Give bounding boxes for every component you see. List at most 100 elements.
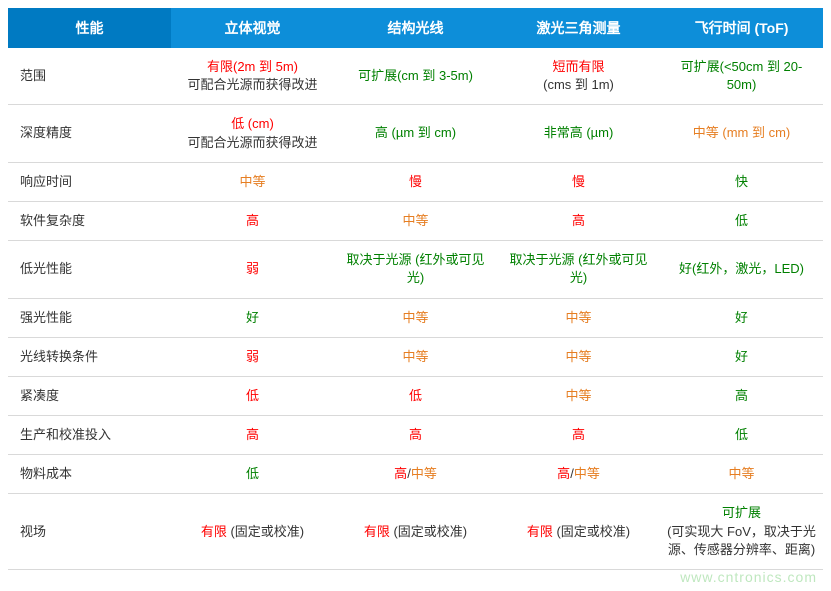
- cell: 好: [660, 298, 823, 337]
- cell: 有限 (固定或校准): [497, 494, 660, 570]
- row-label: 深度精度: [8, 105, 171, 162]
- cell-segment: 好: [735, 349, 748, 364]
- table-row: 生产和校准投入 高 高 高 低: [8, 416, 823, 455]
- cell: 弱: [171, 337, 334, 376]
- cell-segment: 非常高 (µm): [544, 125, 614, 140]
- cell: 中等: [497, 298, 660, 337]
- cell-segment: 低: [409, 388, 422, 403]
- col-header-struct: 结构光线: [334, 8, 497, 48]
- cell-segment: (可实现大 FoV，取决于光源、传感器分辨率、距离): [667, 524, 816, 557]
- cell: 可扩展(cm 到 3-5m): [334, 48, 497, 105]
- cell-segment: 低 (cm): [231, 116, 274, 131]
- cell: 高: [171, 416, 334, 455]
- cell-segment: 低: [735, 213, 748, 228]
- cell-segment: 高: [572, 427, 585, 442]
- cell: 高: [171, 201, 334, 240]
- cell: 低: [334, 376, 497, 415]
- cell: 有限(2m 到 5m)可配合光源而获得改进: [171, 48, 334, 105]
- cell-segment: (固定或校准): [390, 524, 467, 539]
- cell: 中等 (mm 到 cm): [660, 105, 823, 162]
- cell: 中等: [497, 376, 660, 415]
- cell-segment: 高: [246, 213, 259, 228]
- cell-segment: 高: [557, 466, 570, 481]
- cell: 低: [171, 376, 334, 415]
- header-row: 性能 立体视觉 结构光线 激光三角测量 飞行时间 (ToF): [8, 8, 823, 48]
- cell: 快: [660, 162, 823, 201]
- cell-segment: 弱: [246, 349, 259, 364]
- cell-segment: 中等 (mm 到 cm): [693, 125, 790, 140]
- cell: 低 (cm) 可配合光源而获得改进: [171, 105, 334, 162]
- cell-segment: 慢: [409, 174, 422, 189]
- table-row: 深度精度 低 (cm) 可配合光源而获得改进 高 (µm 到 cm) 非常高 (µm) 中…: [8, 105, 823, 162]
- row-label: 低光性能: [8, 241, 171, 298]
- table-row: 强光性能好中等中等好: [8, 298, 823, 337]
- cell: 高: [497, 201, 660, 240]
- cell-segment: 中等: [565, 349, 591, 364]
- cell-segment: 中等: [728, 466, 754, 481]
- cell-segment: 低: [735, 427, 748, 442]
- cell-segment: 快: [735, 174, 748, 189]
- cell: 高: [334, 416, 497, 455]
- cell: 高/中等: [334, 455, 497, 494]
- cell: 中等: [660, 455, 823, 494]
- table-row: 软件复杂度 高 中等 高 低: [8, 201, 823, 240]
- cell-segment: 有限: [201, 524, 227, 539]
- cell: 非常高 (µm): [497, 105, 660, 162]
- table-body: 范围有限(2m 到 5m)可配合光源而获得改进可扩展(cm 到 3-5m)短而有…: [8, 48, 823, 570]
- cell: 高/中等: [497, 455, 660, 494]
- cell-segment: 中等: [574, 466, 600, 481]
- col-header-laser: 激光三角测量: [497, 8, 660, 48]
- cell: 中等: [171, 162, 334, 201]
- table-row: 物料成本低高/中等高/中等中等: [8, 455, 823, 494]
- table-row: 视场有限 (固定或校准)有限 (固定或校准)有限 (固定或校准)可扩展(可实现大…: [8, 494, 823, 570]
- row-label: 光线转换条件: [8, 337, 171, 376]
- cell-segment: 中等: [565, 388, 591, 403]
- cell-segment: 中等: [402, 213, 428, 228]
- cell-segment: 高: [735, 388, 748, 403]
- table-row: 低光性能弱取决于光源 (红外或可见光)取决于光源 (红外或可见光)好(红外，激光…: [8, 241, 823, 298]
- cell-segment: 高: [246, 427, 259, 442]
- watermark: www.cntronics.com: [680, 569, 817, 585]
- cell-segment: (固定或校准): [227, 524, 304, 539]
- cell: 可扩展(<50cm 到 20-50m): [660, 48, 823, 105]
- col-header-perf: 性能: [8, 8, 171, 48]
- cell: 有限 (固定或校准): [171, 494, 334, 570]
- cell-segment: 可扩展(<50cm 到 20-50m): [681, 59, 803, 92]
- cell-segment: 好: [246, 310, 259, 325]
- cell: 好(红外，激光，LED): [660, 241, 823, 298]
- cell: 中等: [334, 298, 497, 337]
- cell: 低: [171, 455, 334, 494]
- cell-segment: 弱: [246, 261, 259, 276]
- cell: 中等: [497, 337, 660, 376]
- cell-segment: 高: [394, 466, 407, 481]
- cell: 中等: [334, 337, 497, 376]
- cell-segment: 低: [246, 466, 259, 481]
- cell-segment: 可配合光源而获得改进: [187, 135, 317, 150]
- cell-segment: 可扩展: [722, 505, 761, 520]
- cell-segment: 中等: [239, 174, 265, 189]
- row-label: 生产和校准投入: [8, 416, 171, 455]
- cell-segment: (固定或校准): [553, 524, 630, 539]
- table-row: 范围有限(2m 到 5m)可配合光源而获得改进可扩展(cm 到 3-5m)短而有…: [8, 48, 823, 105]
- cell-segment: 低: [246, 388, 259, 403]
- cell: 取决于光源 (红外或可见光): [497, 241, 660, 298]
- cell: 低: [660, 201, 823, 240]
- row-label: 视场: [8, 494, 171, 570]
- cell: 中等: [334, 201, 497, 240]
- cell-segment: 中等: [402, 349, 428, 364]
- comparison-table: 性能 立体视觉 结构光线 激光三角测量 飞行时间 (ToF) 范围有限(2m 到…: [8, 8, 823, 570]
- cell: 好: [171, 298, 334, 337]
- table-row: 响应时间中等慢慢快: [8, 162, 823, 201]
- cell: 高 (µm 到 cm): [334, 105, 497, 162]
- cell-segment: 可配合光源而获得改进: [187, 77, 317, 92]
- row-label: 物料成本: [8, 455, 171, 494]
- cell-segment: 有限: [364, 524, 390, 539]
- cell-segment: 短而有限: [552, 59, 604, 74]
- row-label: 软件复杂度: [8, 201, 171, 240]
- row-label: 紧凑度: [8, 376, 171, 415]
- cell-segment: 高: [409, 427, 422, 442]
- cell-segment: 有限: [527, 524, 553, 539]
- cell-segment: 取决于光源 (红外或可见光): [347, 252, 485, 285]
- col-header-tof: 飞行时间 (ToF): [660, 8, 823, 48]
- cell-segment: 慢: [572, 174, 585, 189]
